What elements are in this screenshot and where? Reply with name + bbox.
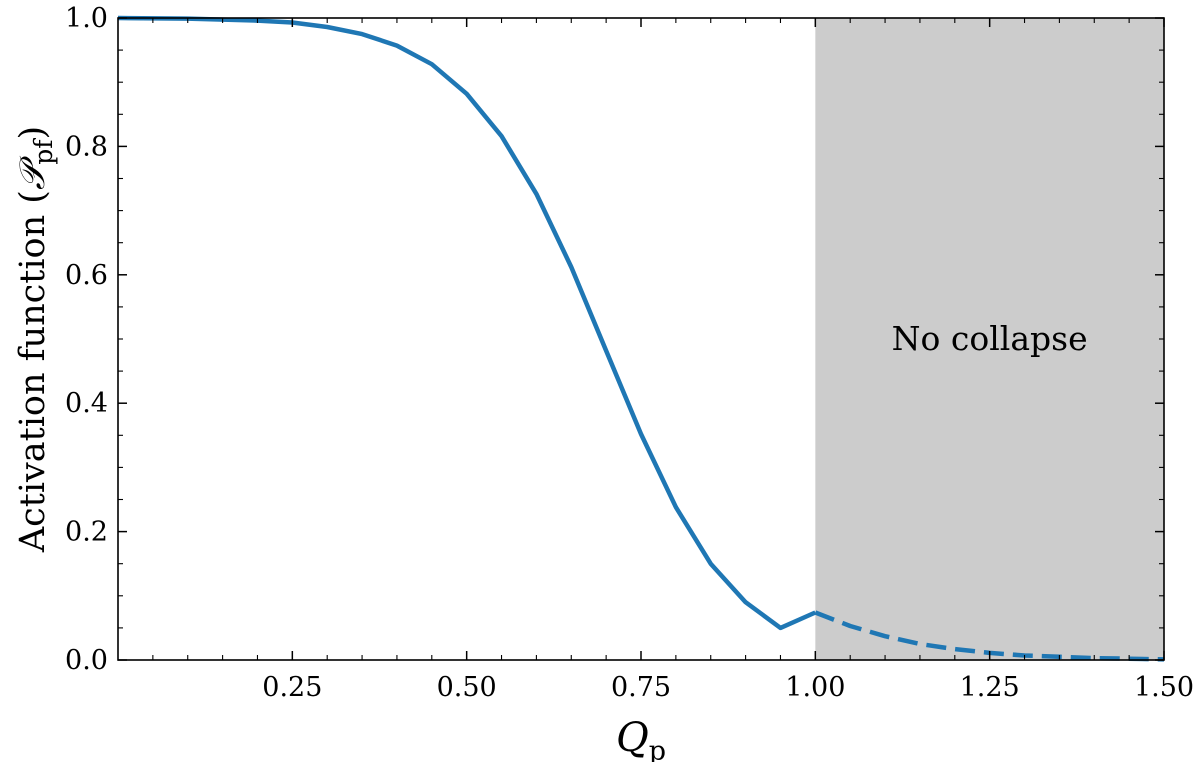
- y-axis-label-close: ): [13, 126, 53, 140]
- activation-curve-solid: [117, 15, 817, 631]
- x-tick-label: 0.50: [437, 672, 497, 703]
- x-tick-label: 1.00: [785, 672, 845, 703]
- y-axis-label-sub: pf: [29, 138, 58, 165]
- no-collapse-annotation: No collapse: [892, 319, 1088, 358]
- y-tick-label: 0.6: [65, 260, 108, 291]
- plot-frame: [117, 17, 1165, 661]
- no-collapse-region: [815, 18, 1164, 660]
- y-tick-label: 0.4: [65, 388, 108, 419]
- x-axis-label: Qp: [616, 715, 666, 762]
- x-tick-label: 1.50: [1134, 672, 1194, 703]
- y-tick-label: 0.8: [65, 131, 108, 162]
- y-tick-label: 0.0: [65, 645, 108, 676]
- y-tick-label: 1.0: [65, 3, 108, 34]
- x-tick-label: 0.25: [262, 672, 322, 703]
- y-axis-label: Activation function (𝒫pf): [13, 126, 58, 553]
- y-axis-label-main: Activation function (: [13, 190, 53, 553]
- x-axis-label-main: Q: [616, 715, 649, 761]
- x-tick-label: 0.75: [611, 672, 671, 703]
- y-tick-label: 0.2: [65, 517, 108, 548]
- x-tick-label: 1.25: [960, 672, 1020, 703]
- x-axis-label-sub: p: [649, 736, 666, 762]
